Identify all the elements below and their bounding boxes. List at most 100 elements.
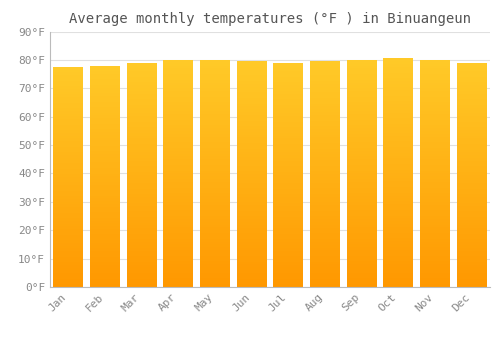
- Bar: [420, 97, 450, 100]
- Bar: [200, 114, 230, 117]
- Bar: [54, 199, 84, 202]
- Bar: [274, 228, 304, 231]
- Bar: [384, 121, 414, 124]
- Bar: [346, 196, 376, 199]
- Bar: [384, 241, 414, 244]
- Bar: [90, 88, 120, 91]
- Bar: [54, 240, 84, 243]
- Bar: [164, 176, 194, 179]
- Bar: [384, 253, 414, 256]
- Bar: [54, 226, 84, 229]
- Bar: [310, 84, 340, 87]
- Bar: [310, 245, 340, 247]
- Bar: [54, 221, 84, 224]
- Bar: [54, 133, 84, 136]
- Bar: [456, 228, 486, 231]
- Bar: [236, 191, 266, 194]
- Bar: [310, 180, 340, 183]
- Bar: [126, 130, 156, 133]
- Bar: [310, 233, 340, 236]
- Bar: [126, 284, 156, 287]
- Bar: [274, 77, 304, 79]
- Bar: [420, 74, 450, 77]
- Bar: [164, 136, 194, 139]
- Bar: [346, 275, 376, 279]
- Bar: [126, 225, 156, 228]
- Bar: [384, 141, 414, 144]
- Bar: [384, 76, 414, 78]
- Bar: [346, 267, 376, 270]
- Bar: [90, 171, 120, 174]
- Bar: [164, 139, 194, 142]
- Bar: [126, 116, 156, 119]
- Bar: [420, 228, 450, 230]
- Bar: [236, 61, 266, 64]
- Bar: [420, 85, 450, 88]
- Bar: [236, 166, 266, 168]
- Bar: [274, 102, 304, 105]
- Bar: [200, 213, 230, 216]
- Bar: [200, 165, 230, 168]
- Bar: [90, 110, 120, 113]
- Bar: [384, 278, 414, 281]
- Bar: [200, 117, 230, 119]
- Bar: [200, 264, 230, 267]
- Bar: [420, 105, 450, 108]
- Bar: [384, 147, 414, 150]
- Bar: [126, 195, 156, 197]
- Bar: [164, 145, 194, 148]
- Bar: [236, 84, 266, 87]
- Bar: [274, 183, 304, 186]
- Bar: [200, 179, 230, 182]
- Bar: [420, 168, 450, 170]
- Bar: [274, 82, 304, 85]
- Bar: [456, 167, 486, 169]
- Bar: [126, 214, 156, 217]
- Bar: [54, 276, 84, 279]
- Bar: [90, 126, 120, 129]
- Bar: [90, 90, 120, 93]
- Bar: [54, 169, 84, 172]
- Bar: [54, 177, 84, 180]
- Bar: [274, 163, 304, 167]
- Bar: [236, 188, 266, 191]
- Bar: [126, 265, 156, 267]
- Bar: [274, 178, 304, 181]
- Bar: [164, 111, 194, 114]
- Bar: [384, 224, 414, 227]
- Bar: [384, 110, 414, 113]
- Bar: [346, 139, 376, 142]
- Bar: [346, 185, 376, 188]
- Bar: [384, 107, 414, 110]
- Bar: [274, 127, 304, 130]
- Bar: [420, 219, 450, 222]
- Bar: [126, 88, 156, 91]
- Bar: [164, 244, 194, 247]
- Bar: [456, 141, 486, 144]
- Bar: [274, 284, 304, 287]
- Bar: [420, 176, 450, 179]
- Bar: [420, 173, 450, 176]
- Bar: [420, 71, 450, 74]
- Bar: [164, 193, 194, 196]
- Bar: [346, 162, 376, 165]
- Bar: [420, 275, 450, 279]
- Bar: [384, 284, 414, 287]
- Bar: [456, 273, 486, 276]
- Bar: [236, 160, 266, 163]
- Bar: [346, 241, 376, 244]
- Bar: [90, 223, 120, 226]
- Bar: [126, 91, 156, 93]
- Bar: [310, 146, 340, 149]
- Bar: [420, 145, 450, 148]
- Bar: [274, 206, 304, 209]
- Bar: [274, 141, 304, 144]
- Bar: [346, 63, 376, 65]
- Bar: [236, 256, 266, 259]
- Bar: [420, 165, 450, 168]
- Bar: [456, 223, 486, 225]
- Bar: [90, 174, 120, 176]
- Bar: [384, 127, 414, 130]
- Bar: [90, 198, 120, 201]
- Bar: [346, 136, 376, 139]
